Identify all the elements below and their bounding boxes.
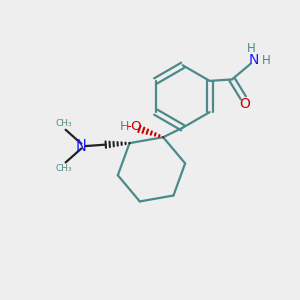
Text: CH₃: CH₃ (55, 119, 72, 128)
Text: O: O (239, 98, 250, 111)
Text: N: N (248, 53, 259, 68)
Text: H: H (119, 120, 129, 133)
Text: H: H (262, 54, 270, 67)
Text: N: N (76, 139, 87, 154)
Text: CH₃: CH₃ (55, 164, 72, 173)
Text: H: H (247, 42, 256, 55)
Text: -O: -O (126, 120, 142, 133)
